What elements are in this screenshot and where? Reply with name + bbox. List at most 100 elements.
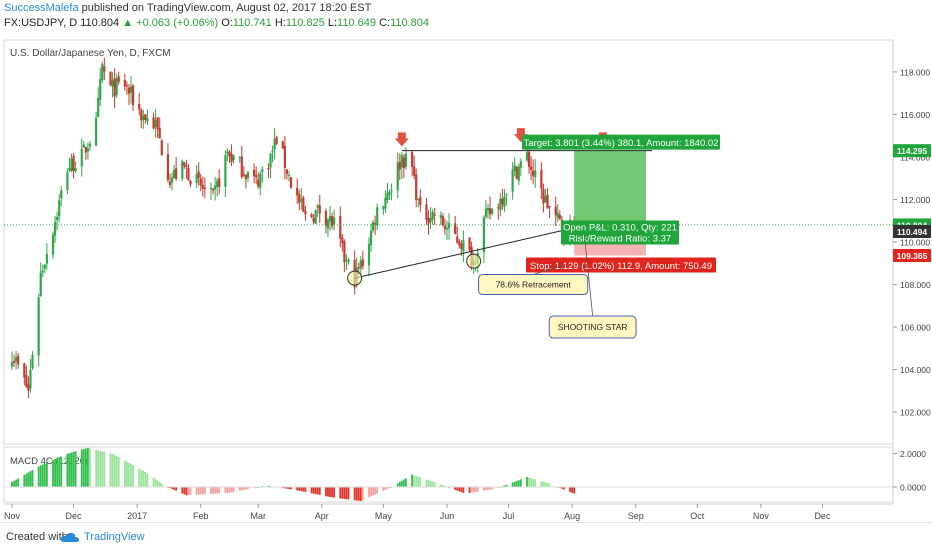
profit-zone[interactable] [574, 150, 646, 232]
macd-bar [571, 487, 574, 493]
macd-bar [343, 487, 346, 499]
symbol-header: FX:USDJPY, D 110.804 ▲ +0.063 (+0.06%) O… [4, 17, 429, 29]
time-tick-label: Jun [440, 511, 455, 521]
macd-bar [29, 471, 32, 487]
macd-bar [540, 481, 543, 487]
candle [246, 172, 250, 178]
candle [253, 169, 256, 177]
price-tick-label: 108.000 [900, 280, 931, 290]
macd-bar [402, 479, 405, 487]
highlight-circle[interactable] [347, 270, 363, 286]
macd-histogram [11, 447, 576, 502]
candle [123, 80, 126, 87]
pnl-box-bg[interactable] [561, 220, 679, 245]
candle [302, 197, 305, 212]
time-tick-label: Mar [250, 511, 266, 521]
candle [99, 79, 102, 100]
low-label: L: [327, 17, 338, 29]
candle [441, 216, 444, 226]
macd-bar [173, 487, 175, 490]
candle [10, 362, 14, 367]
macd-bar [417, 476, 420, 487]
main-pane[interactable] [3, 39, 894, 445]
target-label-bg[interactable] [522, 134, 720, 150]
macd-pane[interactable] [3, 446, 894, 503]
candle [152, 117, 155, 129]
time-tick-label: Nov [753, 511, 770, 521]
macd-tick-label: 0.0000 [900, 483, 926, 493]
time-tick-label: Apr [315, 511, 329, 521]
macd-bar [515, 480, 518, 487]
candle [558, 214, 561, 220]
macd-bar [357, 487, 360, 501]
author-link[interactable]: SuccessMalefa [4, 2, 79, 14]
candle [172, 169, 176, 179]
macd-bar [474, 487, 477, 492]
macd-bar [400, 480, 403, 487]
macd-bar [80, 449, 83, 487]
macd-bar [41, 464, 44, 487]
macd-bar [310, 487, 313, 494]
macd-bar [487, 487, 489, 490]
candle [271, 150, 274, 153]
candle [242, 174, 245, 176]
candle [404, 153, 408, 167]
candle [296, 187, 299, 196]
candle [369, 230, 373, 245]
macd-bar [13, 480, 15, 487]
candle [129, 86, 133, 93]
candle [101, 64, 104, 81]
macd-bar [70, 452, 73, 487]
footer: Created with TradingView [0, 522, 932, 551]
stop-label-bg[interactable] [526, 257, 716, 273]
candle [15, 357, 18, 362]
candle [445, 228, 449, 230]
candle [310, 214, 313, 218]
candle [60, 190, 63, 199]
macd-bar [519, 479, 522, 487]
macd-bar [290, 487, 292, 490]
last-price: 110.804 [80, 17, 120, 29]
down-arrow-icon[interactable] [394, 132, 409, 147]
candle [287, 174, 291, 176]
candle [546, 194, 549, 209]
candle [347, 260, 350, 263]
macd-bar [142, 470, 145, 487]
macd-title: MACD 4C (12, 26) [10, 456, 88, 467]
tradingview-brand-link[interactable]: TradingView [84, 531, 145, 543]
highlight-circle[interactable] [466, 253, 482, 269]
macd-bar [329, 487, 331, 497]
candle [209, 188, 213, 190]
macd-bar [140, 469, 143, 487]
macd-bar [374, 487, 377, 495]
candle [513, 164, 516, 171]
candle [304, 210, 307, 215]
candle [113, 78, 116, 97]
candle [103, 66, 106, 72]
annotation-box[interactable] [478, 274, 589, 296]
candle [39, 272, 42, 297]
macd-bar [175, 487, 178, 491]
candle [211, 188, 215, 191]
candle [160, 140, 163, 155]
candle [314, 209, 317, 224]
high-value: 110.825 [285, 17, 325, 29]
candle [458, 241, 461, 246]
candle [183, 162, 186, 166]
macd-bar [128, 462, 130, 487]
macd-bar [359, 487, 362, 502]
annotation-box[interactable] [548, 315, 637, 339]
macd-bar [146, 473, 149, 487]
candle [548, 206, 551, 208]
down-arrow-icon[interactable] [513, 128, 528, 143]
macd-bar [312, 487, 315, 494]
candle [214, 185, 217, 190]
candle [261, 169, 264, 172]
publish-info: published on TradingView.com, August 02,… [81, 2, 372, 14]
candle [138, 103, 141, 110]
macd-bar [460, 487, 463, 493]
candle [144, 114, 147, 121]
price-chart[interactable]: 102.000 104.000 106.000 108.000 110.000 112.0… [0, 34, 932, 522]
candle [156, 117, 159, 130]
macd-bar [156, 480, 159, 487]
